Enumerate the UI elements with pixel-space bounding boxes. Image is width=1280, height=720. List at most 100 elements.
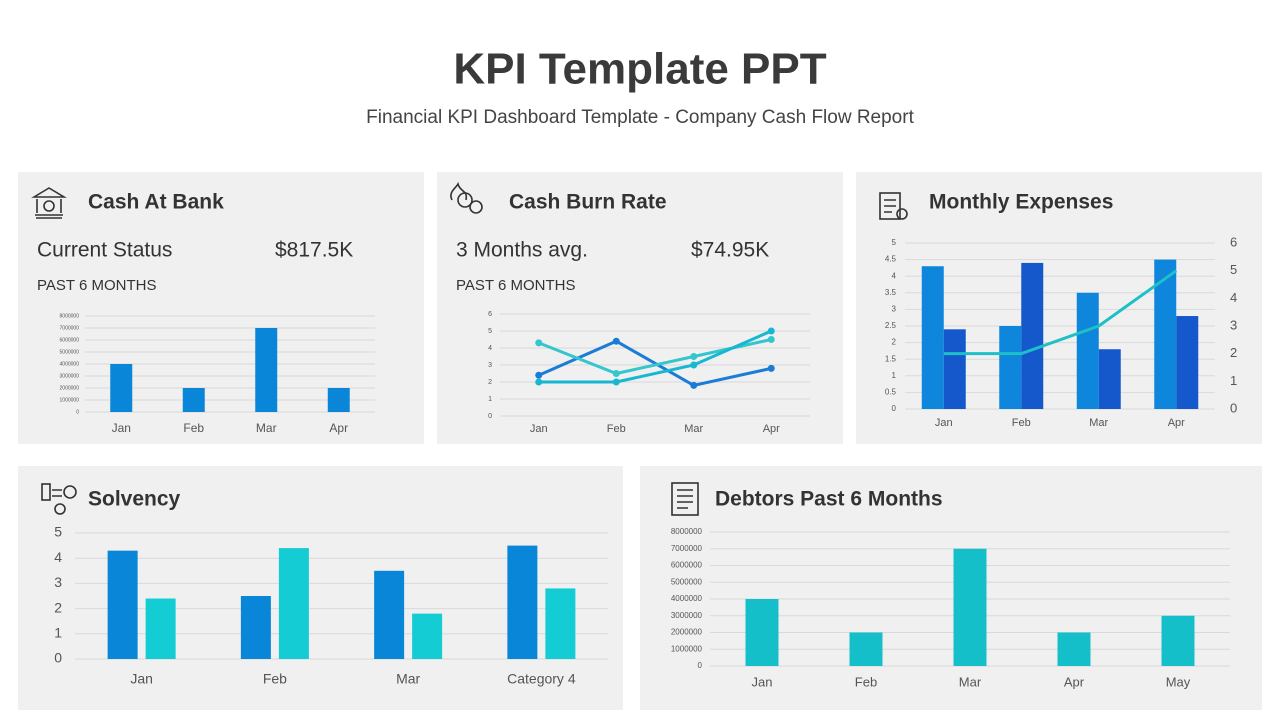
bar [327,388,350,412]
x-tick-label: Jan [752,674,773,689]
kpi-label: 3 Months avg. [456,239,588,262]
y-tick-label: 1 [54,625,62,641]
y-tick-label: 8000000 [671,527,703,536]
x-tick-label: Feb [263,671,287,687]
bar [745,599,779,666]
y-tick-label: 1 [488,396,492,403]
y-tick-label: 3 [488,362,492,369]
y-tick-label: 3 [54,574,62,590]
panel [18,172,424,444]
panel-title: Solvency [88,488,181,511]
line [943,269,1178,356]
kpi-value: $817.5K [275,239,353,262]
x-tick-label: Mar [396,671,420,687]
panel-title: Debtors Past 6 Months [715,488,943,511]
panel-title: Cash Burn Rate [509,191,667,214]
y-tick-label: 6 [488,311,492,318]
y2-tick-label: 0 [1230,400,1237,415]
bar [255,328,278,412]
period-label: PAST 6 MONTHS [37,277,156,294]
burn-icon [450,181,483,214]
point [612,370,620,377]
solvency-icon [41,483,77,515]
bar [1076,292,1099,409]
x-tick-label: Feb [855,674,877,689]
bar [1161,615,1195,666]
y-tick-label: 2000000 [671,628,703,637]
bar [107,550,138,659]
bar [1098,349,1121,409]
x-tick-label: Category 4 [507,671,576,687]
x-tick-label: Mar [256,421,277,435]
x-tick-label: Apr [329,421,348,435]
y-tick-label: 0 [76,409,79,415]
bar [1057,632,1091,666]
panel [640,466,1262,710]
x-tick-label: Feb [1012,417,1031,429]
x-tick-label: Mar [1089,417,1108,429]
bar [921,266,944,409]
y-tick-label: 3000000 [60,373,80,379]
bar [278,548,309,659]
bar [849,632,883,666]
x-tick-label: Mar [959,674,982,689]
bar [1176,316,1199,409]
bar [145,598,176,659]
x-tick-label: Apr [1168,417,1185,429]
y-tick-label: 5 [488,328,492,335]
bar [182,388,205,412]
bar [240,596,271,659]
panel-title: Cash At Bank [88,191,224,214]
y-tick-label: 3 [892,305,897,314]
y-tick-label: 8000000 [60,313,80,319]
bank-icon [31,187,67,219]
y-tick-label: 5 [892,238,897,247]
y2-tick-label: 6 [1230,234,1237,249]
y2-tick-label: 2 [1230,345,1237,360]
y-tick-label: 0 [488,413,492,420]
x-tick-label: Mar [684,423,703,435]
x-tick-label: Feb [607,423,626,435]
line [538,329,772,384]
x-tick-label: May [1166,674,1191,689]
y-tick-label: 2.5 [885,321,897,330]
point [535,378,543,386]
y-tick-label: 0 [698,661,703,670]
bar [545,588,576,659]
y-tick-label: 5000000 [60,349,80,355]
y-tick-label: 5000000 [671,577,703,586]
y-tick-label: 4 [54,549,62,565]
point [612,378,620,386]
point [535,339,543,347]
debtors-icon [671,482,699,516]
period-label: PAST 6 MONTHS [456,277,575,294]
y-tick-label: 7000000 [671,544,703,553]
page-subtitle: Financial KPI Dashboard Template - Compa… [366,107,914,128]
point [767,336,775,343]
point [690,361,698,369]
y-tick-label: 2 [54,599,62,615]
expenses-icon [879,192,908,220]
y-tick-label: 0 [54,650,62,666]
point [767,364,775,372]
y-tick-label: 0 [892,404,897,413]
y-tick-label: 1000000 [671,644,703,653]
bar [374,570,405,659]
x-tick-label: Apr [763,423,780,435]
y-tick-label: 6000000 [671,561,703,570]
y-tick-label: 1000000 [60,397,80,403]
x-tick-label: Apr [1064,674,1085,689]
bar [1154,259,1177,409]
point [690,353,698,360]
y-tick-label: 4.5 [885,255,897,264]
bar [943,329,966,409]
y-tick-label: 5 [54,524,62,540]
y-tick-label: 3000000 [671,611,703,620]
y-tick-label: 4 [892,271,897,280]
bar [999,326,1022,409]
y-tick-label: 3.5 [885,288,897,297]
page-title: KPI Template PPT [453,45,826,94]
y-tick-label: 2 [892,338,897,347]
y-tick-label: 6000000 [60,337,80,343]
